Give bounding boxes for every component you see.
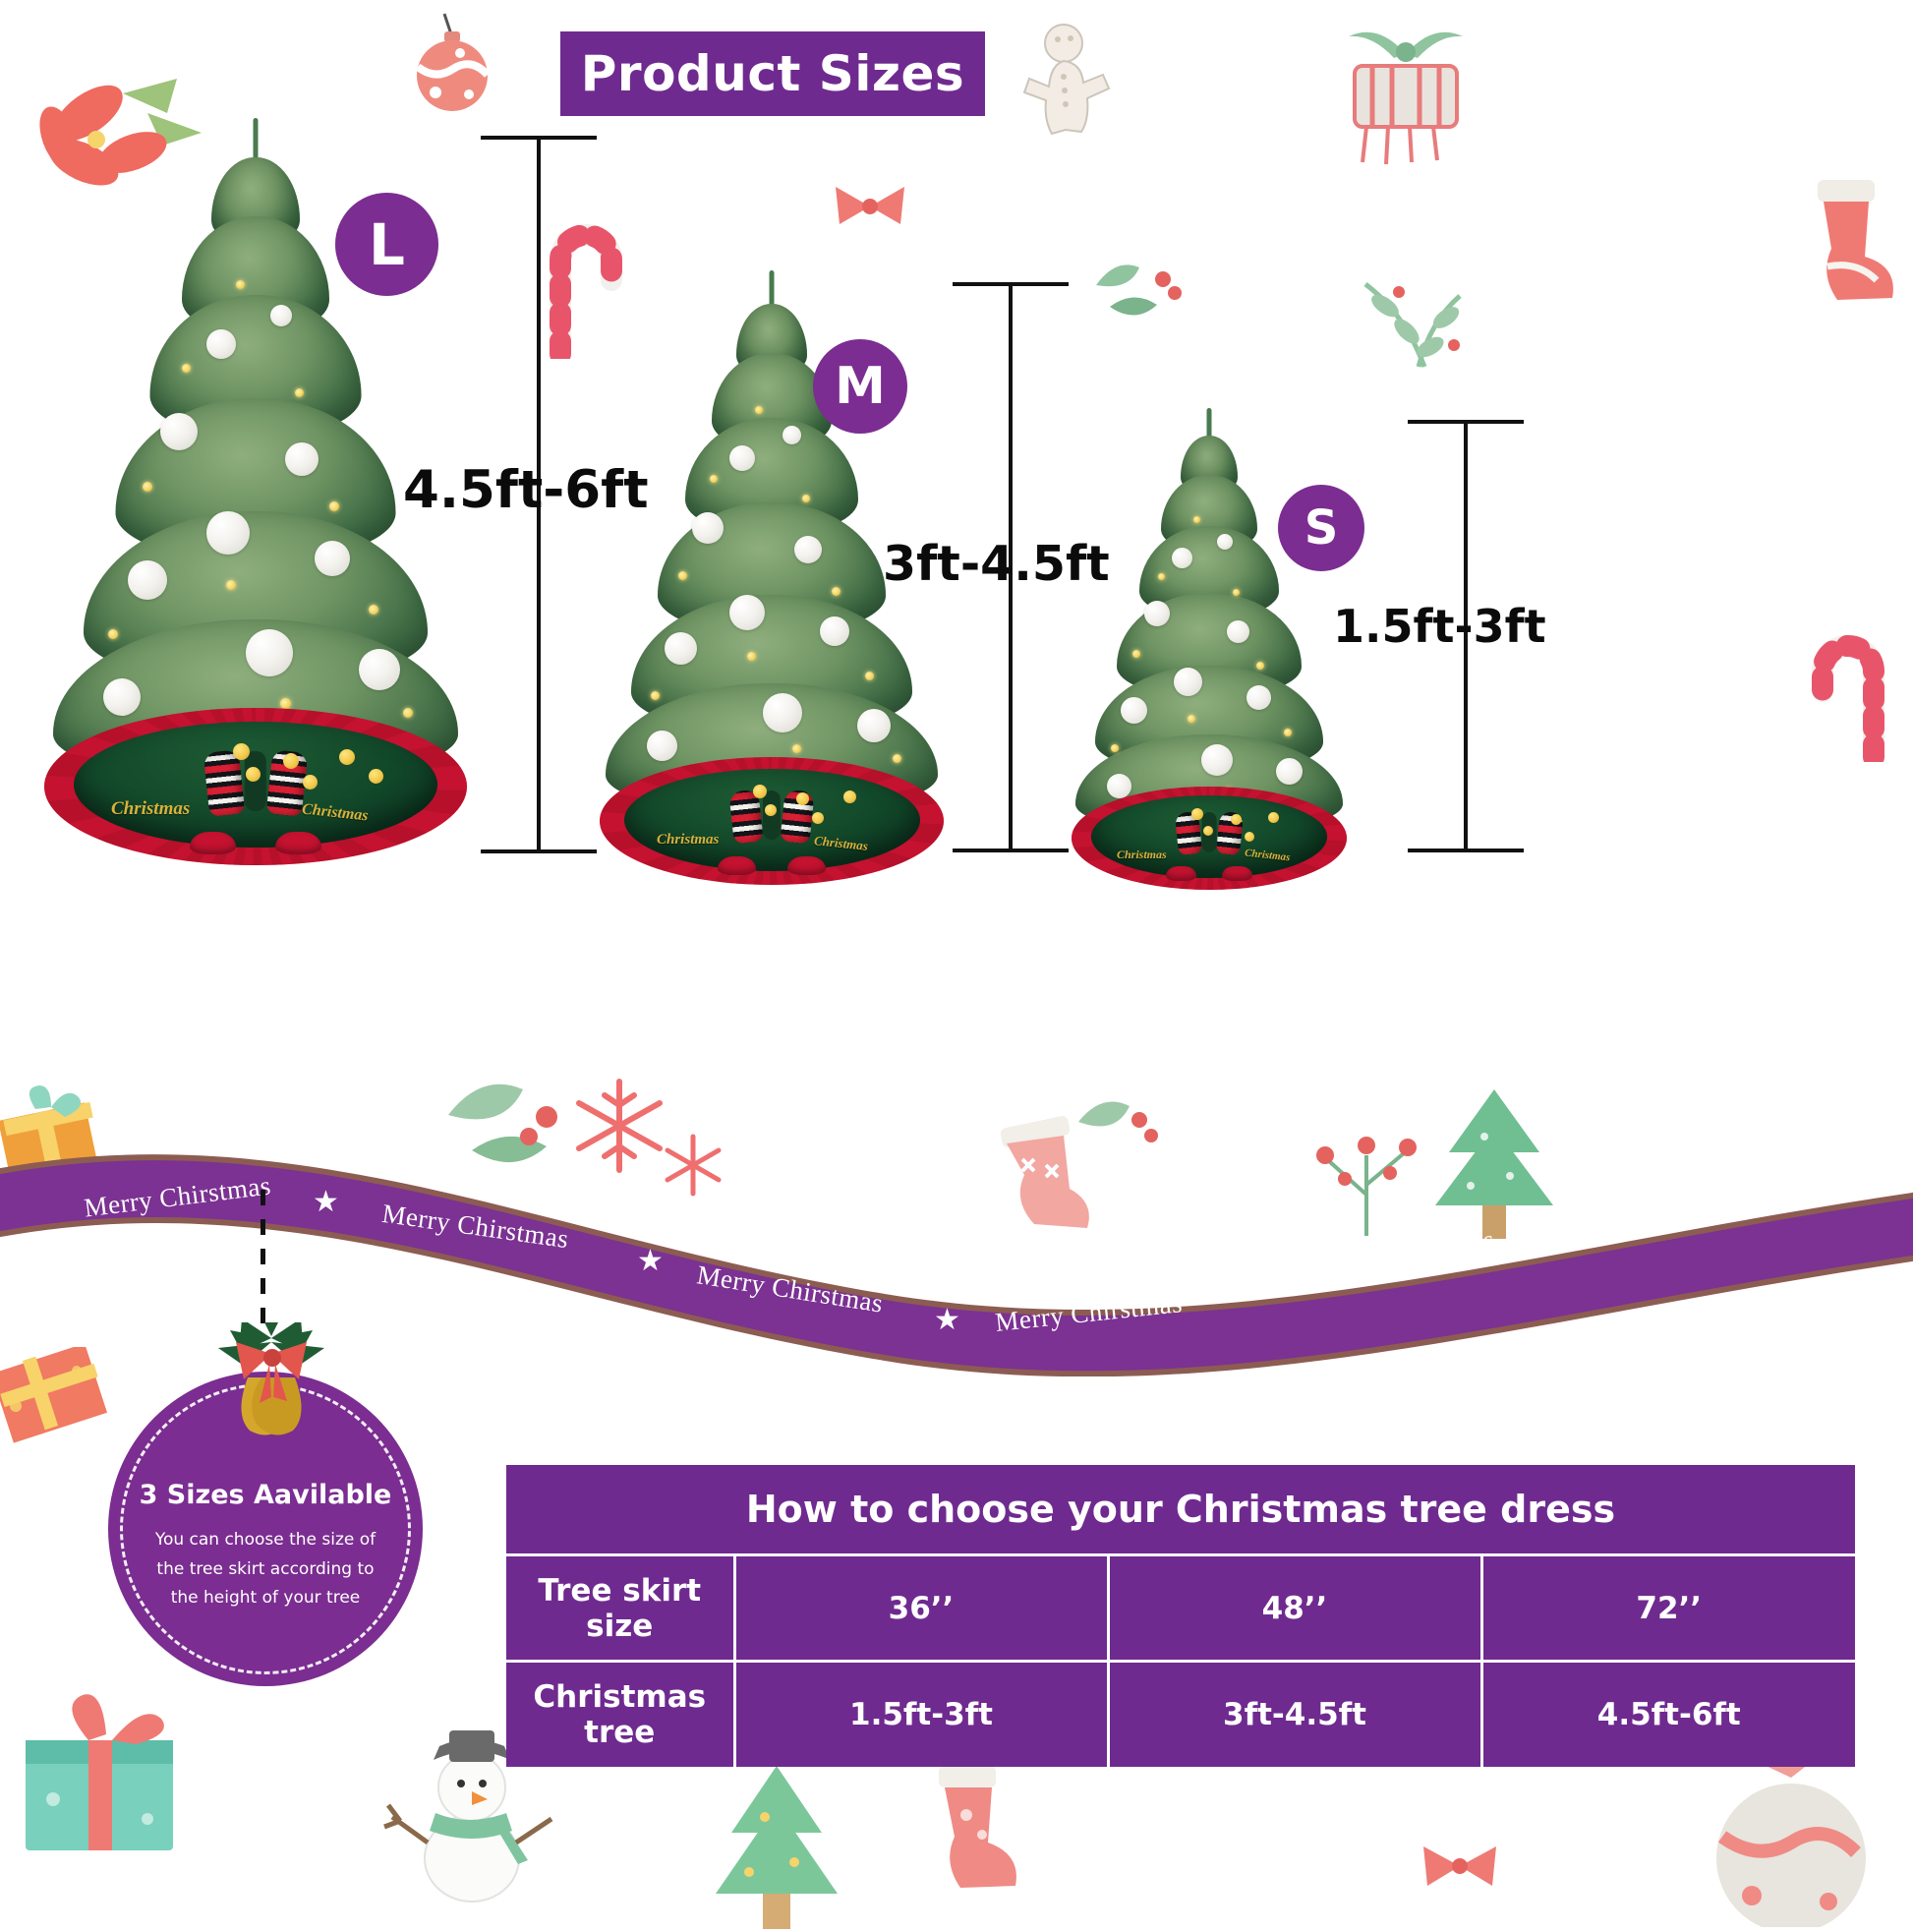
table-cell: 3ft-4.5ft [1108,1660,1483,1768]
stocking-icon [939,1766,1016,1888]
measure-bracket-medium [953,282,1069,852]
holly-icon [1096,264,1182,316]
tree-skirt-medium: Christmas Christmas [600,757,944,885]
size-badge-medium: M [813,339,907,434]
sizing-table-header: How to choose your Christmas tree dress [745,1488,1616,1531]
size-badge-large-label: L [369,210,405,278]
ornament-ball-icon [415,13,491,111]
skirt-embroidery-left: Christmas [1117,848,1167,861]
size-badge-small: S [1278,485,1364,571]
table-cell: 48’’ [1108,1553,1483,1662]
callout-connector-line [261,1190,265,1337]
sizing-table-grid: Tree skirt size 36’’ 48’’ 72’’ Christmas… [506,1553,1855,1768]
merry-christmas-ribbon: Merry Chirstmas ★ Merry Chirstmas ★ Merr… [0,1121,1913,1376]
measure-bracket-small [1408,420,1524,852]
size-badge-small-label: S [1304,500,1339,556]
measure-label-medium: 3ft-4.5ft [883,536,1110,592]
tree-small: Christmas Christmas [1062,408,1357,890]
pine-tree-icon [716,1766,838,1929]
sizing-table: How to choose your Christmas tree dress … [506,1465,1855,1768]
hanging-basket-icon [1349,31,1463,165]
size-badge-medium-label: M [835,357,886,416]
gift-box-icon [26,1694,173,1850]
size-badge-large: L [335,193,438,296]
skirt-embroidery-left: Christmas [657,832,720,848]
table-row-label: Christmas tree [506,1660,736,1768]
table-cell: 36’’ [734,1553,1110,1662]
bow-icon [1423,1846,1496,1886]
skirt-embroidery-left: Christmas [111,798,191,819]
table-row: Tree skirt size 36’’ 48’’ 72’’ [506,1553,1855,1662]
ribbon-star-icon: ★ [934,1304,960,1336]
tree-skirt-small: Christmas Christmas [1072,787,1347,890]
bells-icon [218,1322,324,1435]
stocking-icon [1818,180,1893,300]
sizes-available-callout: 3 Sizes Aavilable You can choose the siz… [108,1372,423,1686]
ribbon-star-icon: ★ [1246,1257,1273,1289]
measure-label-small: 1.5ft-3ft [1333,600,1546,653]
ribbon-star-icon: ★ [637,1245,664,1277]
page-title: Product Sizes [560,31,985,116]
callout-subtitle: You can choose the size of the tree skir… [154,1529,377,1609]
tree-large: Christmas Christmas [34,118,477,865]
bow-icon [836,187,904,224]
tree-skirt-large: Christmas Christmas [44,708,467,865]
mistletoe-icon [1363,282,1462,368]
measure-bracket-large [481,136,597,853]
table-row: Christmas tree 1.5ft-3ft 3ft-4.5ft 4.5ft… [506,1660,1855,1768]
tree-medium: Christmas Christmas [590,270,954,885]
table-cell: 1.5ft-3ft [734,1660,1110,1768]
measure-label-large: 4.5ft-6ft [403,460,649,520]
table-cell: 4.5ft-6ft [1481,1660,1855,1768]
callout-title: 3 Sizes Aavilable [139,1479,392,1510]
page-title-text: Product Sizes [580,45,965,102]
table-row-label: Tree skirt size [506,1553,736,1662]
candy-cane-icon [1812,635,1884,762]
gingerbread-man-icon [1022,24,1111,136]
ribbon-star-icon: ★ [313,1186,339,1218]
table-cell: 72’’ [1481,1553,1855,1662]
